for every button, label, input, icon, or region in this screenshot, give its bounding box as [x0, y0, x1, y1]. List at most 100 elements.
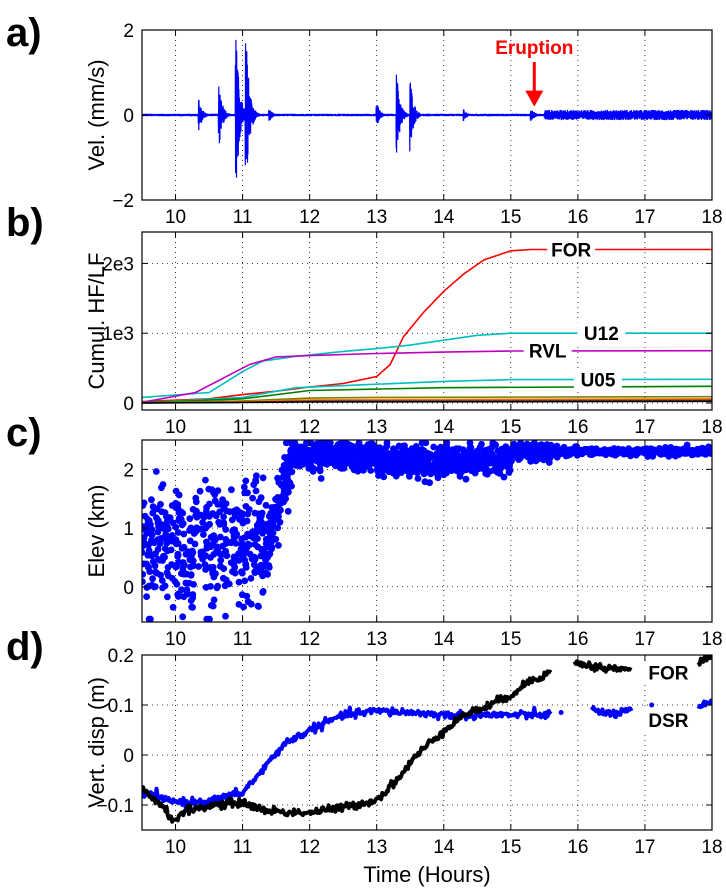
hypocenter-point: [192, 512, 200, 519]
hypocenter-point: [148, 531, 156, 539]
hypocenter-point: [431, 459, 439, 467]
hypocenter-point: [676, 448, 684, 456]
hypocenter-point: [317, 475, 325, 482]
hypocenter-point: [404, 458, 412, 466]
hypocenter-point: [174, 552, 182, 560]
x-tick-label: 11: [233, 837, 253, 858]
hypocenter-point: [508, 457, 515, 465]
hypocenter-point: [501, 457, 509, 465]
hypocenter-point: [494, 447, 502, 455]
hypocenter-point: [208, 486, 216, 493]
hypocenter-point: [658, 447, 665, 455]
series-point-dsr: [649, 702, 655, 708]
x-tick-label: 12: [299, 629, 320, 650]
hypocenter-point: [220, 574, 227, 582]
hypocenter-point: [265, 564, 273, 571]
x-tick-label: 15: [500, 837, 521, 858]
hypocenter-point: [259, 588, 267, 595]
hypocenter-point: [148, 526, 156, 533]
hypocenter-point: [513, 452, 521, 459]
series-u12: [142, 332, 712, 399]
hypocenter-point: [510, 440, 518, 448]
hypocenter-point: [313, 445, 320, 453]
hypocenter-point: [341, 460, 349, 468]
hypocenter-point: [217, 533, 224, 541]
hypocenter-point: [158, 577, 166, 584]
hypocenter-point: [149, 509, 157, 517]
hypocenter-point: [151, 562, 159, 570]
hypocenter-point: [527, 452, 534, 460]
hypocenter-point: [142, 549, 146, 556]
y-tick-label: −0.1: [96, 796, 134, 817]
hypocenter-point: [284, 467, 292, 475]
hypocenter-point: [154, 545, 162, 553]
hypocenter-point: [187, 597, 195, 604]
hypocenter-point: [230, 560, 238, 568]
x-tick-label: 10: [165, 417, 186, 438]
hypocenter-point: [706, 444, 712, 451]
hypocenter-point: [255, 519, 263, 527]
hypocenter-point: [259, 474, 267, 482]
hypocenter-point: [276, 518, 284, 526]
hypocenter-point: [251, 568, 259, 576]
x-tick-label: 13: [366, 837, 387, 858]
hypocenter-point: [398, 443, 406, 450]
hypocenter-point: [259, 545, 267, 553]
hypocenter-point: [241, 577, 249, 585]
hypocenter-point: [433, 470, 441, 478]
hypocenter-point: [186, 537, 194, 545]
hypocenter-point: [324, 452, 331, 460]
hypocenter-point: [239, 519, 247, 527]
x-tick-label: 13: [366, 629, 387, 650]
hypocenter-point: [383, 442, 391, 450]
x-tick-label: 16: [567, 629, 588, 650]
hypocenter-point: [368, 459, 376, 467]
hypocenter-point: [186, 515, 194, 523]
hypocenter-point: [223, 538, 231, 546]
hypocenter-point: [202, 476, 209, 484]
x-tick-label: 11: [233, 207, 253, 228]
hypocenter-point: [353, 459, 361, 467]
hypocenter-point: [683, 441, 691, 449]
panel-letter-b: b): [6, 201, 44, 245]
hypocenter-point: [177, 516, 185, 523]
hypocenter-point: [488, 459, 496, 466]
y-axis-label-b: Cumul. HF/LF: [84, 253, 109, 390]
hypocenter-point: [222, 526, 230, 533]
hypocenter-point: [385, 468, 393, 476]
x-tick-label: 18: [701, 417, 722, 438]
hypocenter-point: [190, 530, 198, 537]
hypocenter-point: [379, 452, 387, 460]
axes-frame-b: [141, 231, 713, 411]
hypocenter-point: [421, 478, 429, 486]
hypocenter-point: [210, 596, 218, 604]
hypocenter-point: [537, 455, 545, 463]
hypocenter-point: [264, 541, 272, 549]
hypocenter-point: [142, 578, 146, 585]
hypocenter-point: [235, 557, 243, 564]
hypocenter-point: [443, 469, 450, 477]
hypocenter-point: [458, 460, 465, 468]
hypocenter-point: [145, 563, 153, 571]
hypocenter-point: [530, 445, 538, 453]
hypocenter-point: [143, 593, 151, 600]
hypocenter-point: [417, 457, 424, 465]
hypocenter-point: [182, 579, 190, 587]
x-tick-label: 10: [165, 837, 186, 858]
hypocenter-point: [489, 440, 497, 447]
hypocenter-point: [289, 440, 297, 447]
hypocenter-point: [412, 454, 419, 462]
series-for: [142, 248, 712, 403]
series-for: [142, 669, 553, 824]
hypocenter-point: [219, 496, 227, 504]
hypocenter-point: [422, 440, 430, 447]
series-for: [572, 659, 633, 674]
x-tick-label: 11: [233, 417, 253, 438]
hypocenter-point: [414, 475, 422, 482]
x-tick-label: 11: [233, 629, 253, 650]
hypocenter-point: [157, 571, 165, 579]
hypocenter-point: [166, 514, 174, 522]
hypocenter-point: [697, 449, 704, 456]
eruption-arrow-head: [525, 90, 544, 107]
